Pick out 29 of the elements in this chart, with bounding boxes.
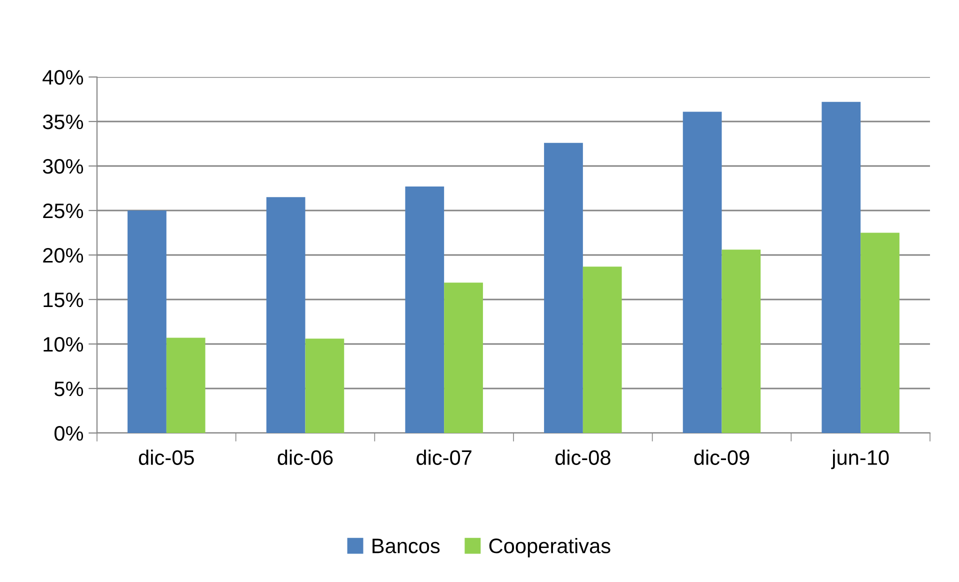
bar xyxy=(128,210,166,433)
bar xyxy=(544,142,583,433)
x-tick-label: jun-10 xyxy=(831,450,889,470)
bar xyxy=(722,250,761,433)
legend-label: Cooperativas xyxy=(489,538,610,558)
y-tick-label: 10% xyxy=(44,337,84,352)
x-tick-label: dic-08 xyxy=(555,450,610,465)
bar xyxy=(305,338,344,433)
x-tick-label: dic-05 xyxy=(138,450,194,465)
y-tick-label: 20% xyxy=(43,248,84,263)
y-tick-label: 5% xyxy=(54,382,84,396)
bar xyxy=(444,282,483,433)
y-tick-label: 35% xyxy=(42,114,84,130)
legend-label: Bancos xyxy=(372,538,440,554)
x-tick-label: dic-06 xyxy=(278,450,333,465)
y-tick-label: 15% xyxy=(44,292,84,308)
bar xyxy=(682,112,722,433)
bar xyxy=(822,102,861,433)
bar xyxy=(266,197,306,433)
y-tick-label: 30% xyxy=(42,159,84,174)
bar xyxy=(405,186,444,433)
bar xyxy=(166,338,206,433)
x-tick-label: dic-07 xyxy=(416,450,472,465)
bar xyxy=(860,232,900,433)
x-tick-label: dic-09 xyxy=(694,450,750,465)
y-tick-label: 40% xyxy=(42,70,84,85)
y-tick-label: 0% xyxy=(54,426,84,441)
bar xyxy=(582,266,622,433)
y-tick-label: 25% xyxy=(43,204,84,218)
